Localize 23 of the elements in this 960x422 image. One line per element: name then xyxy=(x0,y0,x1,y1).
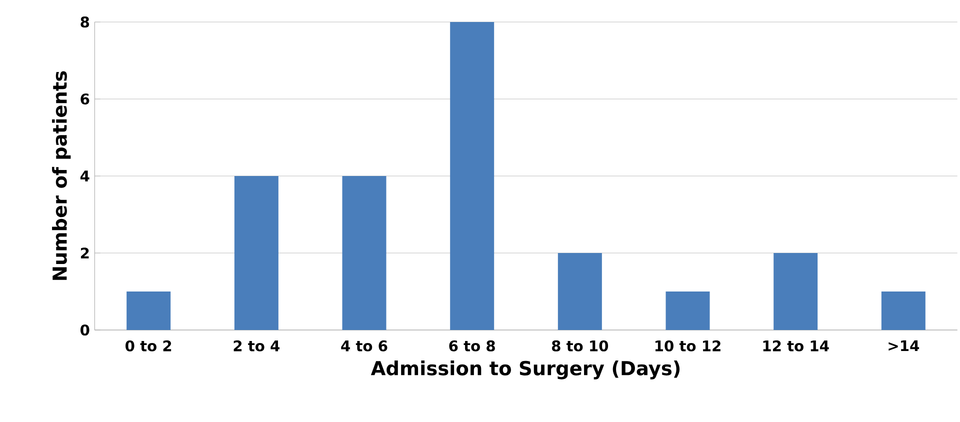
x-tick-label: 4 to 6 xyxy=(341,340,388,352)
y-axis-title: Number of patients xyxy=(52,71,71,280)
x-axis-title: Admission to Surgery (Days) xyxy=(370,360,680,380)
x-tick-label: 2 to 4 xyxy=(234,340,280,352)
bar xyxy=(666,292,710,330)
x-tick-label: 10 to 12 xyxy=(655,340,720,352)
x-tick-label: >14 xyxy=(888,340,920,352)
bar xyxy=(881,292,926,330)
y-tick-label: 4 xyxy=(80,170,90,182)
x-tick-label: 12 to 14 xyxy=(763,340,829,352)
bar xyxy=(450,22,494,330)
x-tick-label: 8 to 10 xyxy=(552,340,608,352)
y-tick-label: 0 xyxy=(80,324,90,336)
y-tick-label: 2 xyxy=(80,248,89,258)
bar xyxy=(342,176,386,330)
bar xyxy=(558,253,602,330)
x-tick-label: 6 to 8 xyxy=(449,340,495,352)
y-tick-label: 8 xyxy=(80,16,90,28)
y-tick-label: 6 xyxy=(80,93,90,105)
bar xyxy=(234,176,278,330)
bar xyxy=(774,253,818,330)
x-tick-label: 0 to 2 xyxy=(126,340,172,352)
bar xyxy=(126,292,171,330)
